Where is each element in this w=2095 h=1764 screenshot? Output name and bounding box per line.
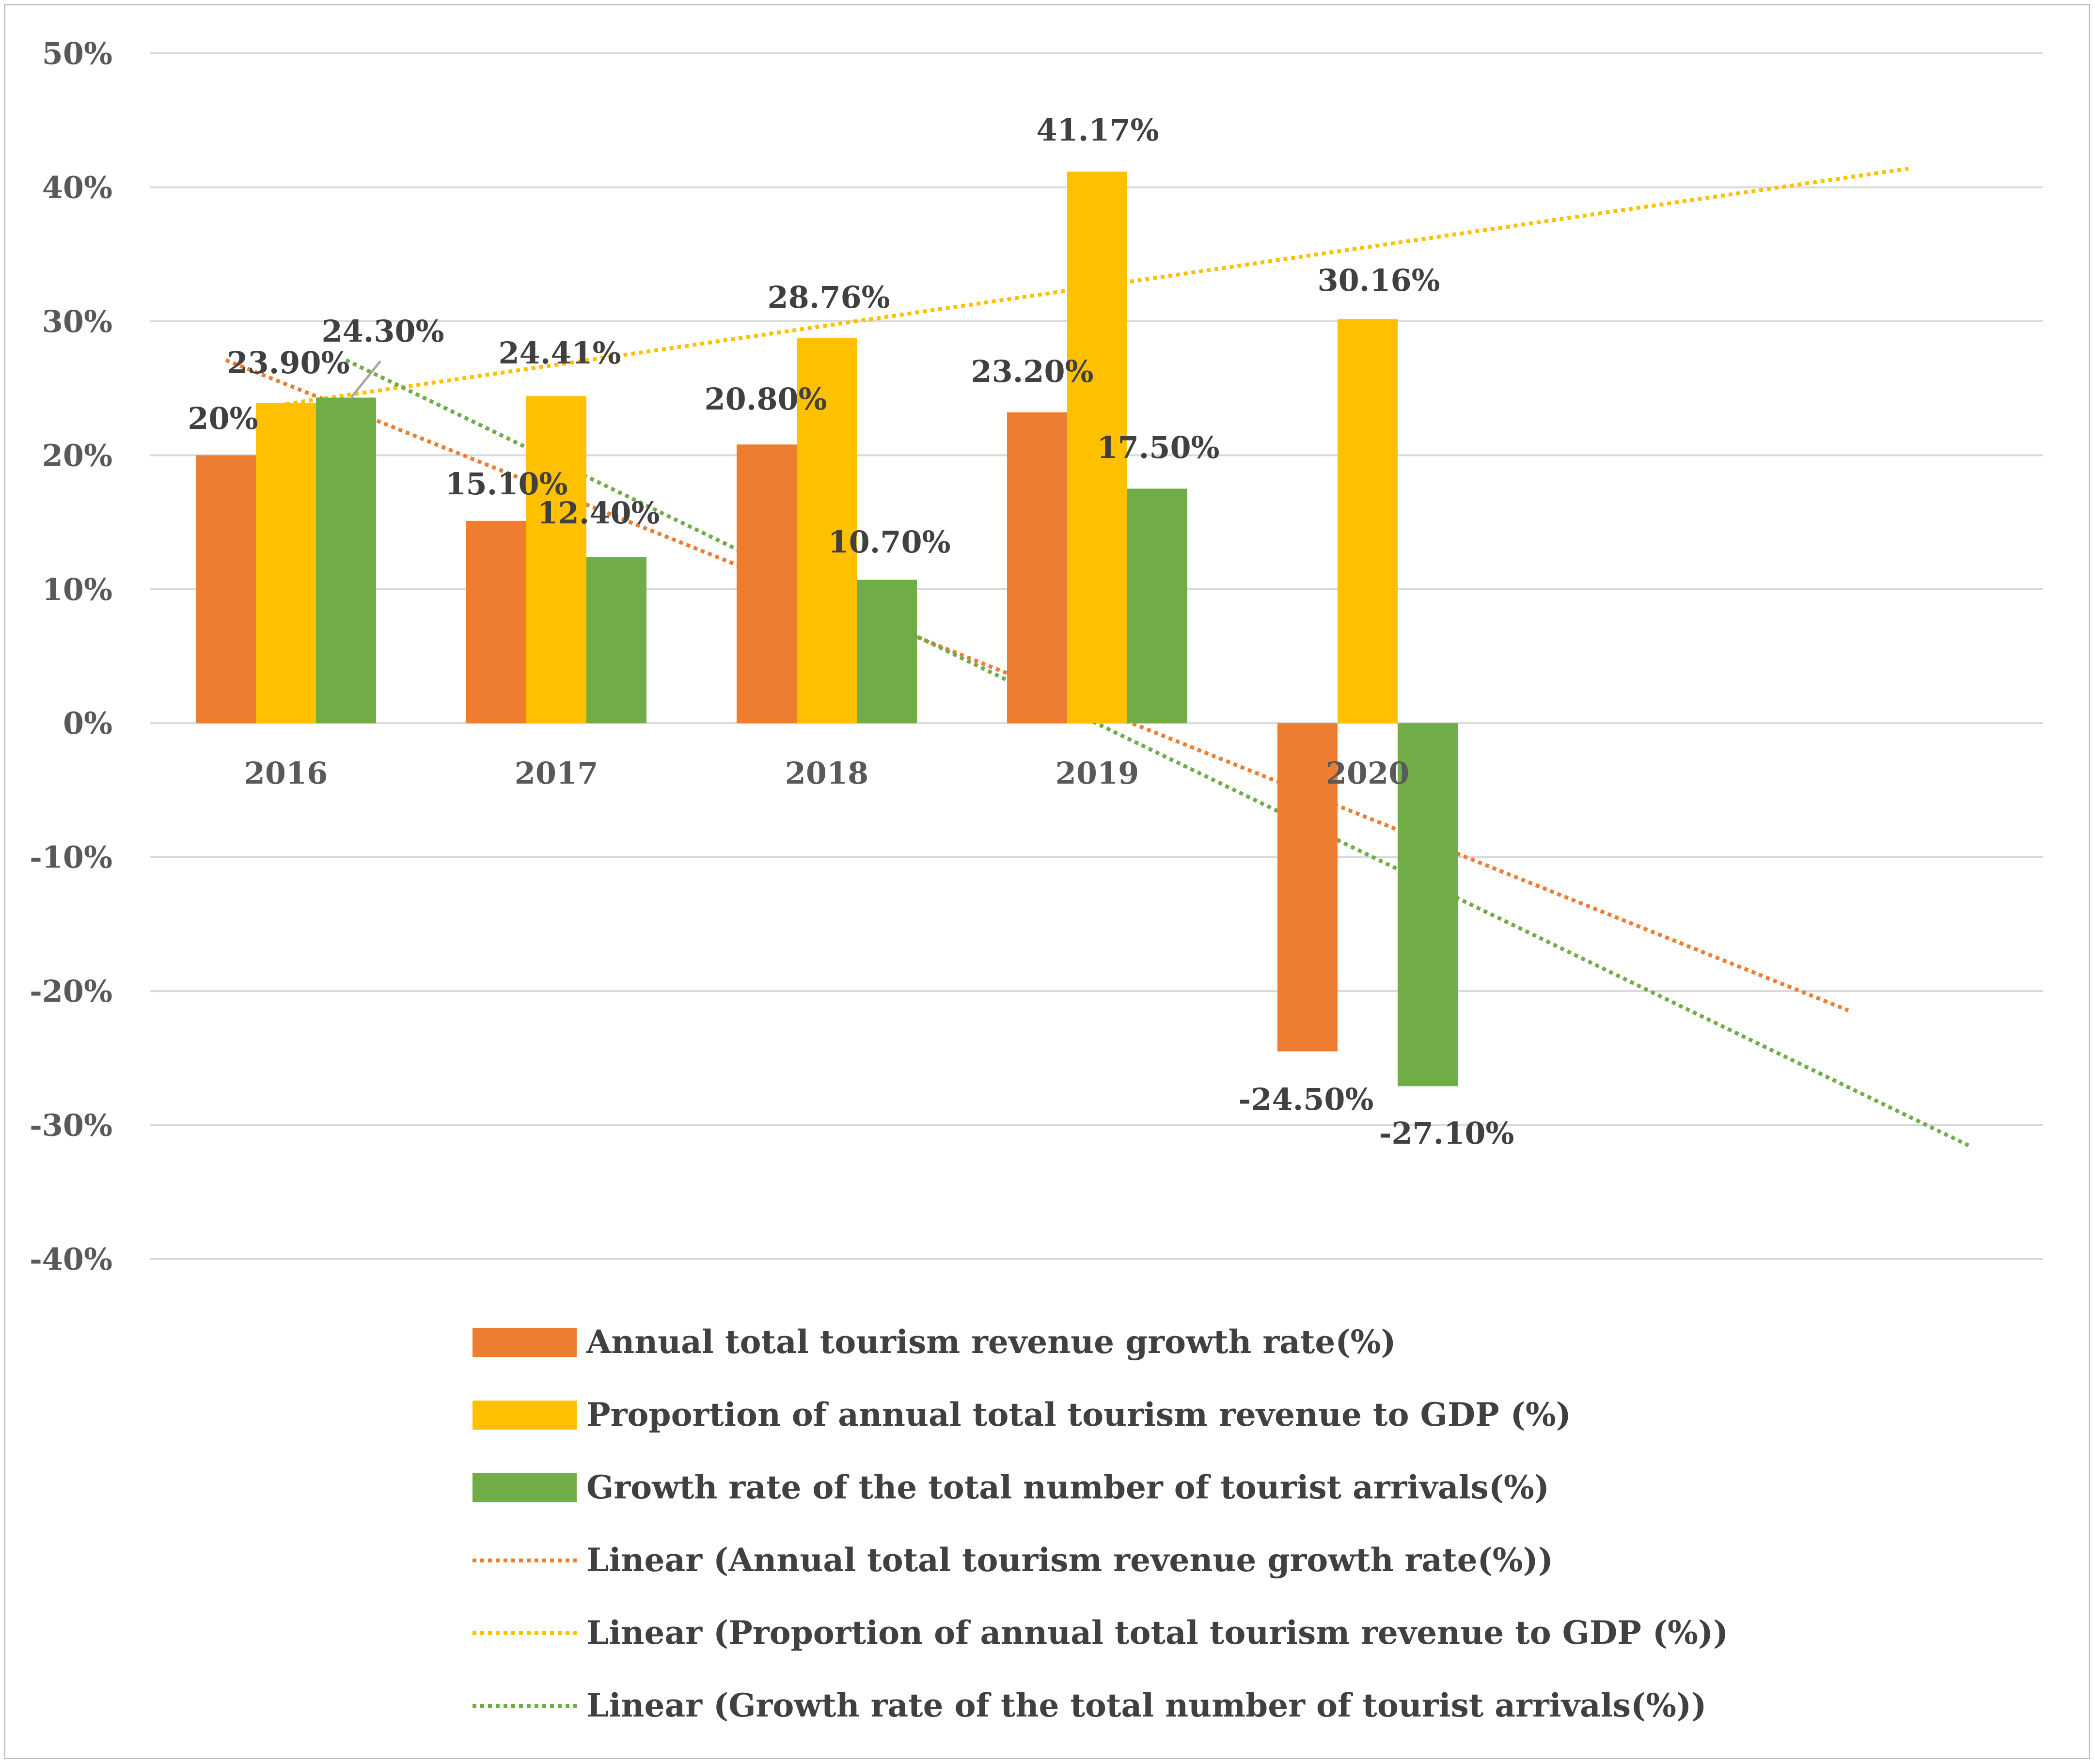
data-label: 23.90% (227, 345, 349, 380)
legend-entry: Annual total tourism revenue growth rate… (473, 1323, 1396, 1361)
x-tick-label: 2018 (785, 756, 869, 791)
bar (1067, 172, 1127, 724)
data-label: 10.70% (828, 524, 950, 560)
data-label: 41.17% (1036, 112, 1159, 148)
y-tick-label: -20% (30, 974, 112, 1009)
data-labels: 20% 15.10% 20.80% 23.20% -24.50% 23.90% 24.41%… (188, 112, 1514, 1151)
legend-label: Linear (Growth rate of the total number … (586, 1686, 1706, 1724)
data-label: 23.20% (971, 354, 1093, 389)
y-tick-label: -40% (30, 1242, 112, 1277)
label-leader-line (350, 360, 381, 398)
bar (1127, 488, 1187, 724)
legend-label: Growth rate of the total number of touri… (586, 1468, 1549, 1506)
data-label: 12.40% (537, 495, 660, 531)
bar (1398, 723, 1458, 1087)
trendline (285, 167, 1909, 406)
y-tick-label: 30% (42, 304, 112, 339)
bar (737, 444, 797, 724)
bar (1277, 723, 1338, 1052)
x-tick-label: 2019 (1055, 756, 1139, 791)
bar (526, 396, 586, 724)
legend-label: Annual total tourism revenue growth rate… (586, 1323, 1396, 1361)
x-tick-label: 2017 (515, 756, 599, 791)
trendlines (225, 167, 1969, 1148)
y-tick-label: 0% (63, 706, 112, 741)
legend-entry: Proportion of annual total tourism reven… (473, 1396, 1571, 1433)
data-label: 20.80% (704, 381, 827, 417)
data-label: 30.16% (1317, 263, 1440, 298)
legend-swatch (473, 1473, 577, 1502)
bar (857, 580, 917, 724)
data-label: 17.50% (1097, 430, 1219, 465)
trendline (345, 358, 1969, 1148)
data-label: 20% (188, 401, 258, 436)
bar (1007, 412, 1067, 724)
bar (256, 403, 316, 724)
data-label: 28.76% (767, 280, 890, 315)
y-tick-label: 50% (42, 36, 112, 71)
legend-label: Linear (Proportion of annual total touri… (586, 1614, 1728, 1652)
data-label: -27.10% (1379, 1116, 1514, 1151)
y-tick-label: 20% (42, 438, 112, 473)
chart-frame (4, 4, 2090, 1759)
bar (316, 397, 376, 724)
legend-entry: Linear (Proportion of annual total touri… (473, 1614, 1728, 1652)
bar (196, 455, 256, 724)
bar (466, 520, 526, 724)
data-label: 24.30% (321, 314, 444, 349)
bar (586, 557, 646, 724)
bars (196, 172, 1458, 1087)
legend-entry: Growth rate of the total number of touri… (473, 1468, 1549, 1506)
x-axis: 2016 2017 2018 2019 2020 (244, 756, 1410, 791)
data-label: 15.10% (445, 466, 567, 502)
data-label: -24.50% (1239, 1082, 1374, 1117)
x-tick-label: 2016 (244, 756, 328, 791)
bar (797, 338, 857, 724)
x-tick-label: 2020 (1326, 756, 1410, 791)
y-tick-label: -30% (30, 1108, 112, 1143)
legend: Annual total tourism revenue growth rate… (473, 1323, 1728, 1724)
y-tick-label: -10% (30, 840, 112, 875)
bar (1338, 319, 1398, 724)
grid-lines (150, 52, 2043, 1260)
y-tick-label: 10% (42, 572, 112, 607)
legend-label: Proportion of annual total tourism reven… (586, 1396, 1571, 1433)
y-tick-label: 40% (42, 170, 112, 205)
legend-entry: Linear (Growth rate of the total number … (473, 1686, 1706, 1724)
legend-swatch (473, 1401, 577, 1430)
y-axis: 50% 40% 30% 20% 10% 0% -10% -20% -30% -40% (30, 36, 112, 1277)
legend-label: Linear (Annual total tourism revenue gro… (586, 1541, 1553, 1579)
data-label: 24.41% (498, 335, 621, 371)
legend-entry: Linear (Annual total tourism revenue gro… (473, 1541, 1553, 1579)
legend-swatch (473, 1328, 577, 1357)
